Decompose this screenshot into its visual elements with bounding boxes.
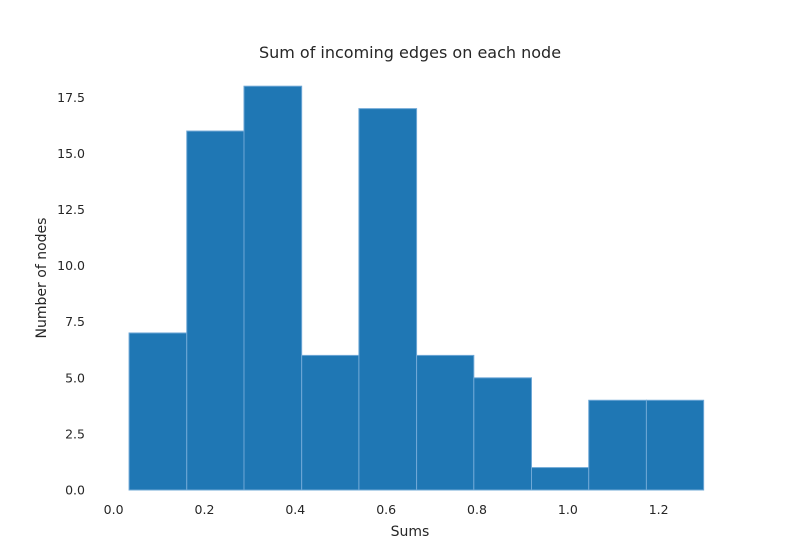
histogram-bar-7	[473, 377, 533, 491]
histogram-bar-6	[416, 354, 475, 491]
chart-title: Sum of incoming edges on each node	[259, 43, 561, 62]
y-tick-label: 12.5	[57, 202, 85, 217]
histogram-bar-3	[243, 85, 303, 491]
histogram-bar-9	[588, 399, 647, 491]
histogram-bar-1	[128, 332, 188, 491]
x-tick-label: 0.4	[285, 502, 305, 517]
x-tick-label: 1.0	[558, 502, 578, 517]
y-tick-label: 2.5	[65, 426, 85, 441]
y-tick-label: 5.0	[65, 370, 85, 385]
bars-group	[128, 85, 705, 491]
y-tick-label: 17.5	[57, 90, 85, 105]
y-tick-label: 0.0	[65, 483, 85, 498]
y-tick-label: 10.0	[57, 258, 85, 273]
histogram-bar-10	[645, 399, 705, 491]
x-tick-labels: 0.0 0.2 0.4 0.6 0.8 1.0 1.2	[104, 502, 669, 517]
x-tick-label: 0.0	[104, 502, 124, 517]
x-tick-label: 0.2	[195, 502, 215, 517]
histogram-bar-2	[186, 130, 245, 491]
histogram-bar-5	[358, 108, 418, 491]
x-axis-label: Sums	[391, 524, 430, 540]
y-axis-label: Number of nodes	[34, 218, 50, 339]
x-tick-label: 1.2	[649, 502, 669, 517]
y-tick-labels: 0.0 2.5 5.0 7.5 10.0 12.5 15.0 17.5	[57, 90, 85, 498]
histogram-bar-4	[301, 354, 360, 491]
x-tick-label: 0.6	[376, 502, 396, 517]
x-tick-label: 0.8	[467, 502, 487, 517]
y-tick-label: 15.0	[57, 146, 85, 161]
histogram-bar-8	[531, 467, 590, 491]
y-tick-label: 7.5	[65, 314, 85, 329]
